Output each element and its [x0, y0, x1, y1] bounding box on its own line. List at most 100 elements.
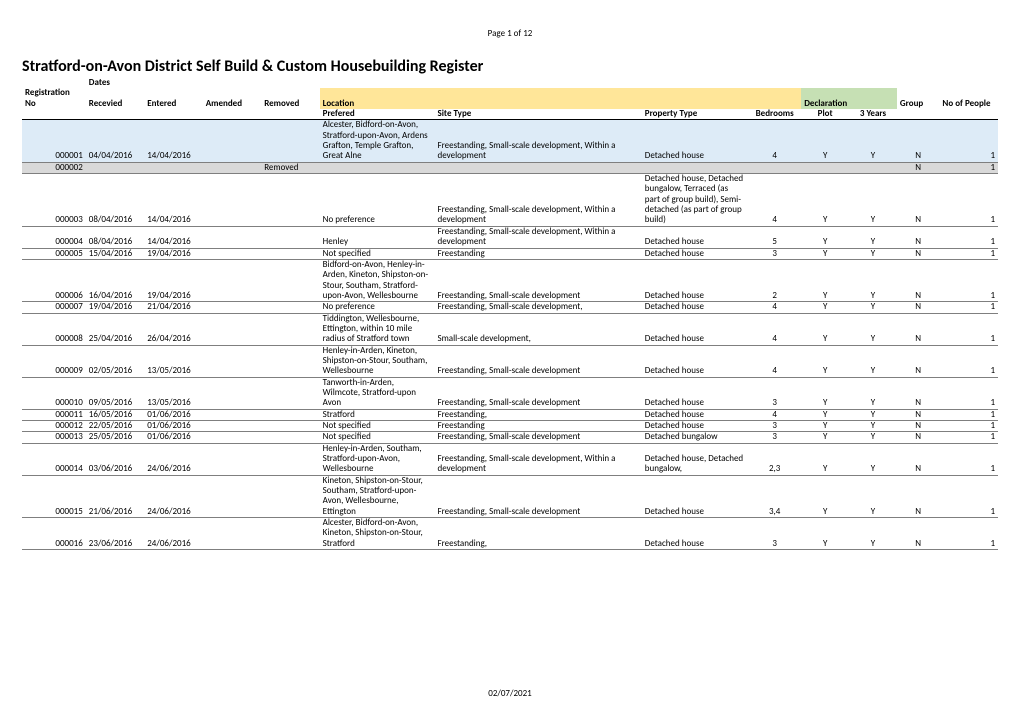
cell-prefered: Bidford-on-Avon, Henley-in-Arden, Kineto…: [320, 259, 435, 301]
cell-received: 23/06/2016: [86, 518, 144, 550]
cell-reg: 000014: [22, 443, 86, 475]
cell-removed: [261, 226, 319, 248]
cell-removed: [261, 313, 319, 345]
cell-removed: [261, 248, 319, 259]
cell-group: N: [897, 421, 940, 432]
table-row: 00000104/04/201614/04/2016Alcester, Bidf…: [22, 120, 998, 162]
cell-entered: 01/06/2016: [144, 409, 202, 420]
cell-prop: Detached house: [642, 313, 748, 345]
cell-entered: 01/06/2016: [144, 421, 202, 432]
cell-3yr: Y: [849, 120, 897, 162]
table-row: 00001009/05/201613/05/2016Tanworth-in-Ar…: [22, 377, 998, 409]
cell-site: Freestanding, Small-scale development, W…: [434, 174, 641, 227]
cell-prefered: Alcester, Bidford-on-Avon, Stratford-upo…: [320, 120, 435, 162]
cell-amended: [203, 409, 261, 420]
header-reg-no: Registration No: [22, 88, 86, 109]
cell-people: 1: [939, 259, 998, 301]
cell-reg: 000009: [22, 345, 86, 377]
cell-3yr: Y: [849, 302, 897, 313]
cell-prop: Detached house: [642, 259, 748, 301]
cell-people: 1: [939, 377, 998, 409]
cell-amended: [203, 432, 261, 443]
cell-prop: [642, 162, 748, 173]
table-row: 00000825/04/201626/04/2016Tiddington, We…: [22, 313, 998, 345]
cell-removed: [261, 174, 319, 227]
cell-bed: 3: [748, 377, 801, 409]
cell-received: 04/04/2016: [86, 120, 144, 162]
cell-received: 15/04/2016: [86, 248, 144, 259]
cell-prop: Detached house: [642, 377, 748, 409]
cell-reg: 000007: [22, 302, 86, 313]
table-row: 00000308/04/201614/04/2016No preferenceF…: [22, 174, 998, 227]
cell-prop: Detached house: [642, 302, 748, 313]
header-amended: Amended: [203, 88, 261, 109]
cell-amended: [203, 226, 261, 248]
cell-3yr: Y: [849, 345, 897, 377]
cell-plot: Y: [801, 259, 849, 301]
cell-entered: 14/04/2016: [144, 226, 202, 248]
header-location: Location: [320, 88, 802, 109]
cell-people: 1: [939, 432, 998, 443]
cell-plot: Y: [801, 120, 849, 162]
cell-amended: [203, 475, 261, 517]
cell-bed: 4: [748, 313, 801, 345]
cell-amended: [203, 421, 261, 432]
cell-3yr: Y: [849, 443, 897, 475]
table-row: 00001116/05/201601/06/2016StratfordFrees…: [22, 409, 998, 420]
cell-people: 1: [939, 475, 998, 517]
cell-reg: 000013: [22, 432, 86, 443]
cell-prefered: Kineton, Shipston-on-Stour, Southam, Str…: [320, 475, 435, 517]
cell-amended: [203, 313, 261, 345]
cell-3yr: Y: [849, 313, 897, 345]
table-row: 00001403/06/201624/06/2016Henley-in-Arde…: [22, 443, 998, 475]
cell-entered: 24/06/2016: [144, 475, 202, 517]
cell-received: 19/04/2016: [86, 302, 144, 313]
cell-plot: Y: [801, 421, 849, 432]
cell-prefered: Alcester, Bidford-on-Avon, Kineton, Ship…: [320, 518, 435, 550]
header-declaration: Declaration: [801, 88, 897, 109]
cell-reg: 000016: [22, 518, 86, 550]
cell-prefered: Not specified: [320, 432, 435, 443]
table-row: 00001623/06/201624/06/2016Alcester, Bidf…: [22, 518, 998, 550]
cell-plot: Y: [801, 174, 849, 227]
cell-site: [434, 162, 641, 173]
page-number-top: Page 1 of 12: [22, 28, 998, 39]
cell-entered: 24/06/2016: [144, 443, 202, 475]
cell-entered: 19/04/2016: [144, 259, 202, 301]
cell-bed: 2,3: [748, 443, 801, 475]
table-row: 00001325/05/201601/06/2016Not specifiedF…: [22, 432, 998, 443]
cell-reg: 000012: [22, 421, 86, 432]
table-row: 00001222/05/201601/06/2016Not specifiedF…: [22, 421, 998, 432]
cell-3yr: Y: [849, 432, 897, 443]
cell-received: 16/04/2016: [86, 259, 144, 301]
cell-3yr: Y: [849, 421, 897, 432]
cell-reg: 000004: [22, 226, 86, 248]
table-row: 00000616/04/201619/04/2016Bidford-on-Avo…: [22, 259, 998, 301]
cell-received: 09/05/2016: [86, 377, 144, 409]
cell-prefered: Stratford: [320, 409, 435, 420]
super-header-row-2: Registration No Recevied Entered Amended…: [22, 88, 998, 109]
cell-3yr: Y: [849, 409, 897, 420]
cell-removed: [261, 377, 319, 409]
cell-group: N: [897, 432, 940, 443]
cell-prefered: Henley-in-Arden, Kineton, Shipston-on-St…: [320, 345, 435, 377]
cell-amended: [203, 345, 261, 377]
cell-removed: Removed: [261, 162, 319, 173]
header-site-type: Site Type: [434, 109, 641, 120]
cell-removed: [261, 432, 319, 443]
cell-received: 02/05/2016: [86, 345, 144, 377]
cell-plot: Y: [801, 475, 849, 517]
cell-bed: [748, 162, 801, 173]
cell-amended: [203, 259, 261, 301]
cell-bed: 3,4: [748, 475, 801, 517]
cell-entered: 19/04/2016: [144, 248, 202, 259]
header-received: Recevied: [86, 88, 144, 109]
header-group: Group: [897, 88, 940, 109]
cell-prop: Detached house: [642, 345, 748, 377]
cell-3yr: Y: [849, 226, 897, 248]
cell-group: N: [897, 248, 940, 259]
cell-bed: 4: [748, 120, 801, 162]
cell-entered: [144, 162, 202, 173]
cell-entered: 13/05/2016: [144, 345, 202, 377]
cell-removed: [261, 421, 319, 432]
